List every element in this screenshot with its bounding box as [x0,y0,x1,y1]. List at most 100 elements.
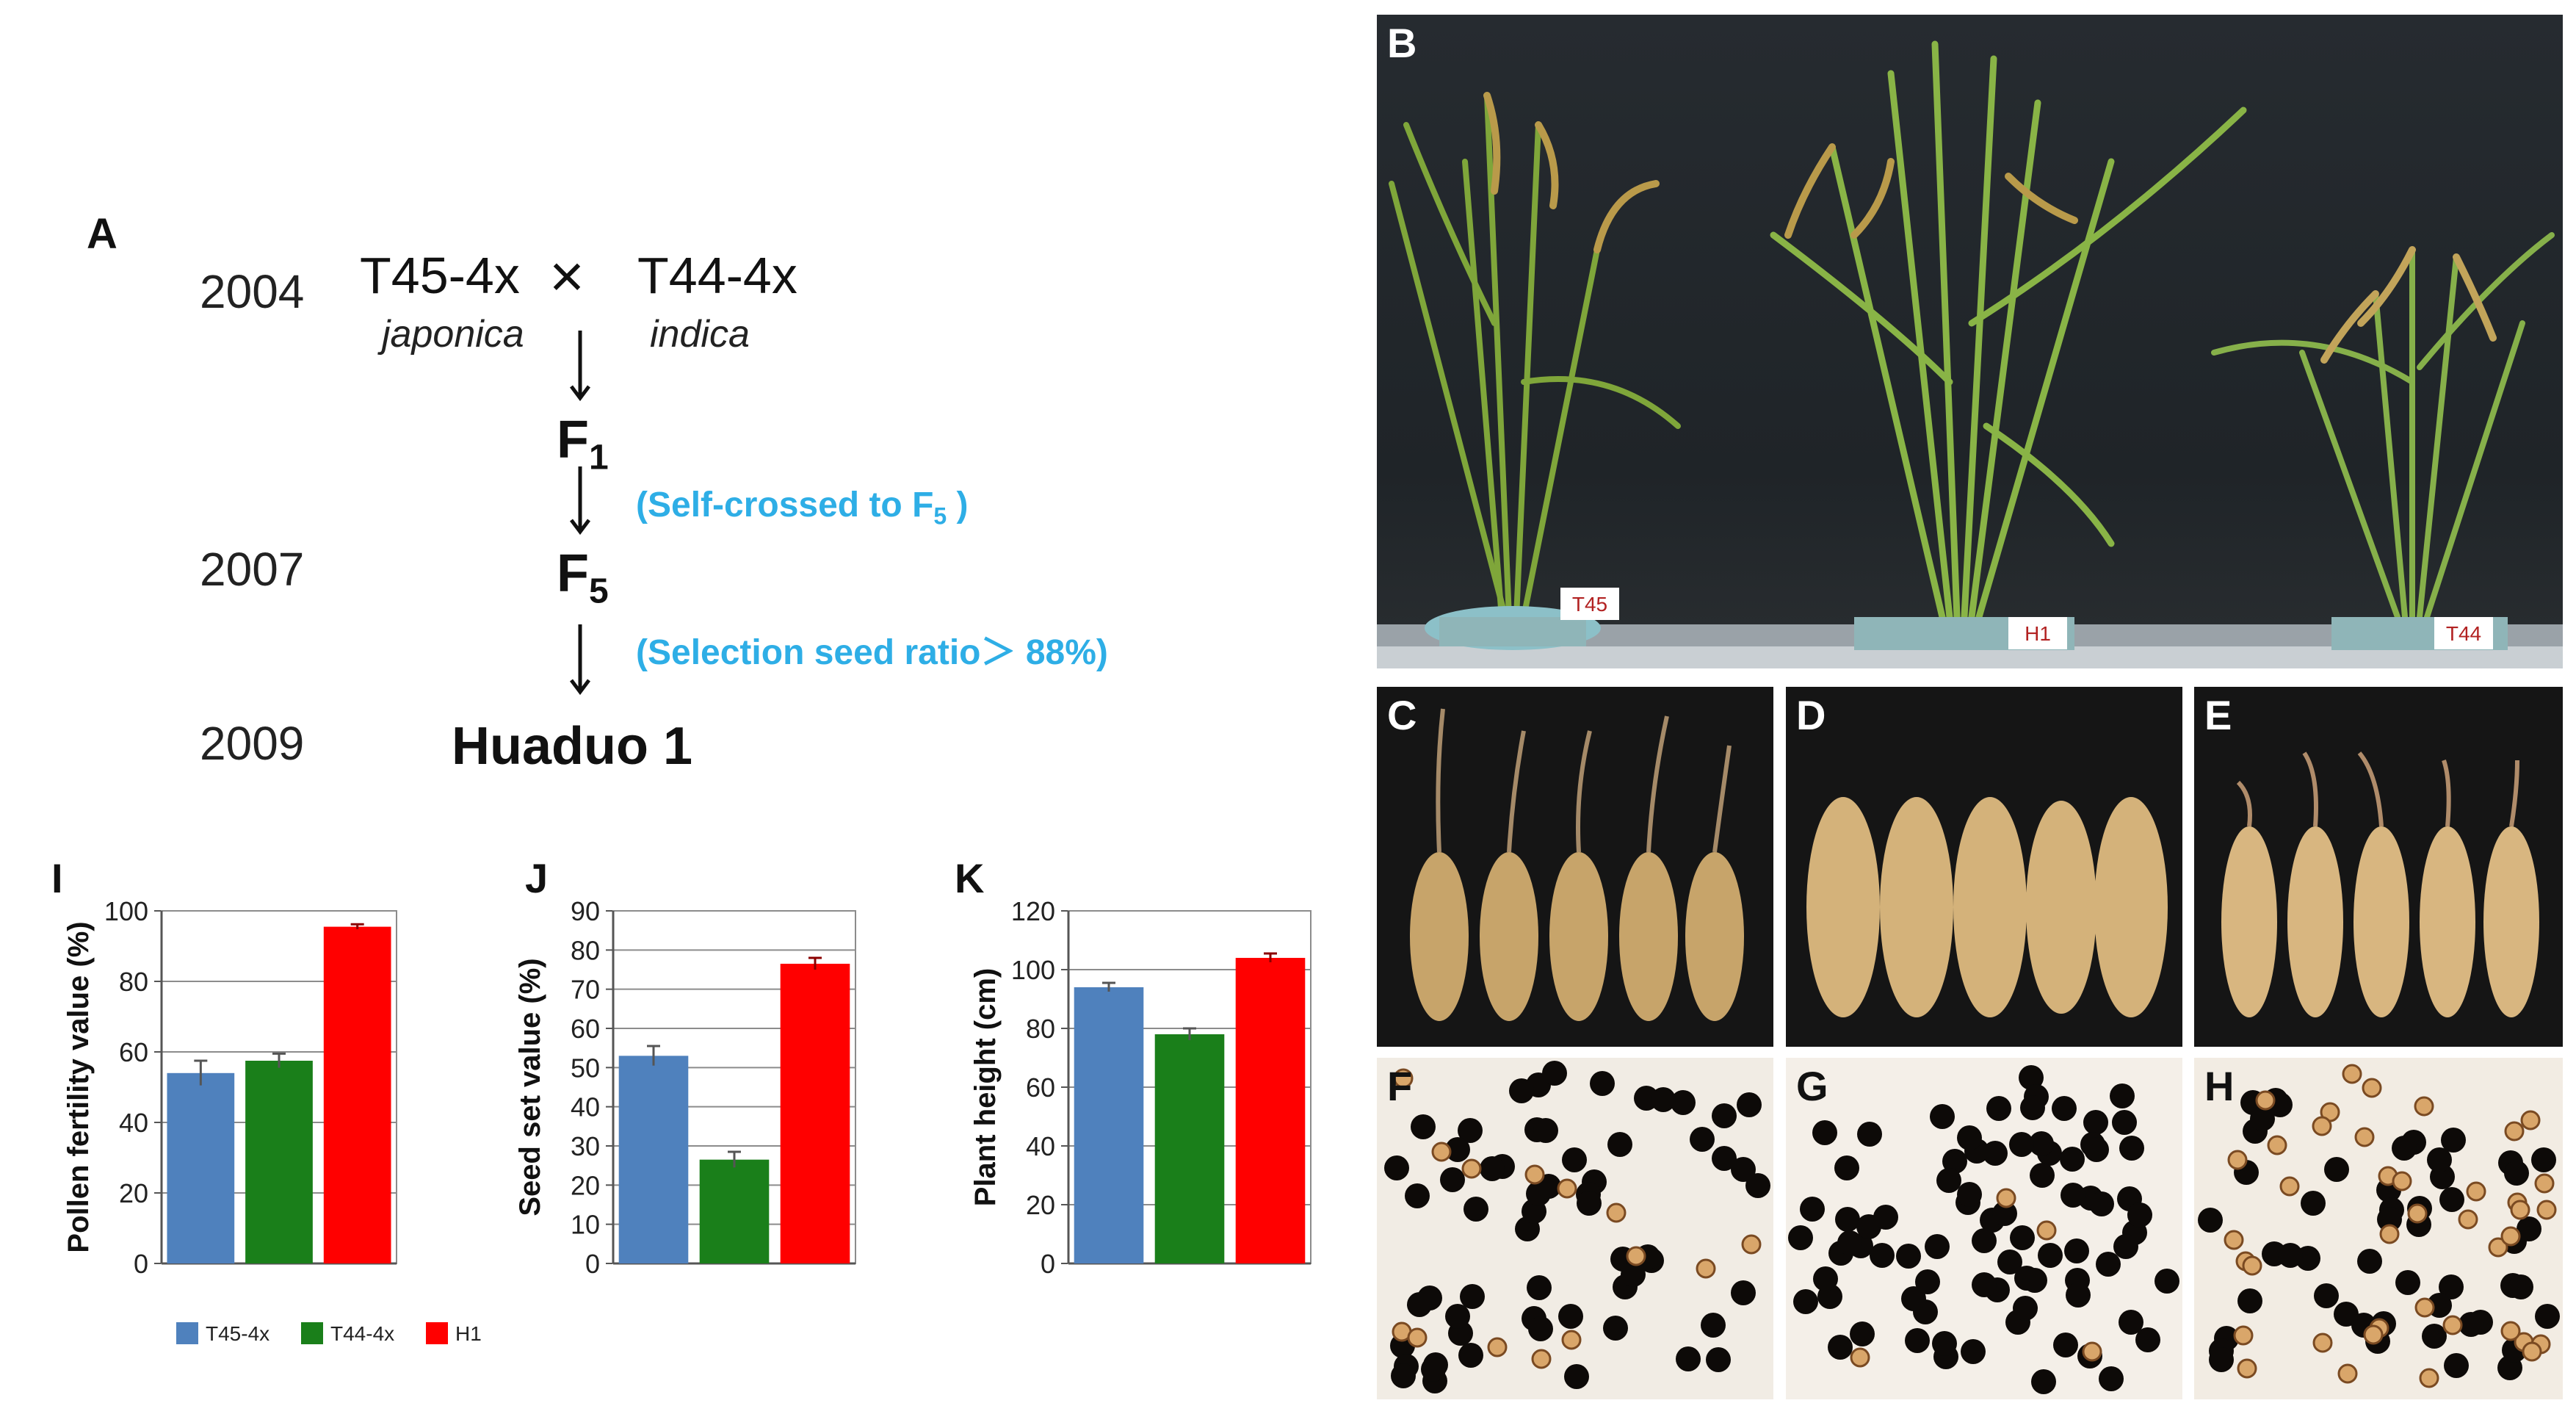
bar-h1 [1235,958,1306,1263]
stained-pollen-grain [1621,1262,1646,1287]
stained-pollen-grain [1992,1201,2017,1226]
panel-letter-i: I [51,855,63,901]
legend-label-t44-4x: T44-4x [330,1322,394,1345]
stained-pollen-grain [2459,1312,2483,1337]
stained-pollen-grain [2154,1269,2179,1294]
stained-pollen-grain [1957,1182,1982,1207]
y-tick-label: 100 [1011,955,1055,985]
unstained-pollen-grain [1696,1258,1716,1279]
stained-pollen-grain [1857,1122,1882,1147]
stained-pollen-grain [2278,1243,2303,1268]
stained-pollen-grain [2504,1161,2529,1186]
stained-pollen-grain [1445,1304,1470,1329]
unstained-pollen-grain [2466,1181,2486,1202]
stained-pollen-grain [2508,1274,2533,1299]
stained-pollen-grain [1542,1061,1567,1086]
y-tick-label: 120 [1011,896,1055,926]
parent-male: T44-4x [637,247,797,304]
bar-t45-4x [1074,987,1144,1263]
stained-pollen-grain [1458,1343,1483,1368]
unstained-pollen-grain [2362,1078,2382,1098]
bar-t44-4x [699,1159,770,1263]
year-2007: 2007 [200,543,305,596]
unstained-pollen-grain [2233,1325,2254,1346]
note-selection: (Selection seed ratio＞ 88%) [636,633,1108,672]
stained-pollen-grain [2198,1208,2223,1233]
stained-pollen-grain [1533,1118,1558,1143]
stained-pollen-grain [2301,1191,2326,1216]
photo-g-pollen-h1: G [1786,1058,2182,1399]
stained-pollen-grain [1731,1157,1756,1182]
stained-pollen-grain [1873,1205,1898,1230]
stained-pollen-grain [1440,1167,1465,1192]
stained-pollen-grain [2013,1296,2038,1321]
unstained-pollen-grain [2255,1090,2276,1111]
unstained-pollen-grain [2488,1237,2508,1258]
stained-pollen-grain [1930,1104,1955,1129]
stained-pollen-grain [1835,1207,1860,1232]
unstained-pollen-grain [2312,1116,2332,1136]
panel-letter-g: G [1796,1063,1828,1109]
y-tick-label: 40 [1026,1131,1055,1161]
y-tick-label: 100 [104,896,148,926]
unstained-pollen-grain [1431,1142,1452,1162]
unstained-pollen-grain [2520,1110,2541,1130]
stained-pollen-grain [1690,1127,1715,1152]
bar-h1 [323,926,391,1263]
y-axis-label: Seed set value (%) [514,958,546,1216]
legend-swatch-h1 [426,1322,448,1344]
stained-pollen-grain [2237,1288,2262,1313]
stained-pollen-grain [1961,1339,1986,1364]
pot-label-t45: T45 [1572,593,1607,616]
unstained-pollen-grain [1626,1246,1646,1266]
unstained-pollen-grain [2312,1333,2333,1353]
stained-pollen-grain [1837,1230,1862,1255]
unstained-pollen-grain [2036,1220,2057,1241]
unstained-pollen-grain [2379,1224,2400,1244]
stained-pollen-grain [2061,1183,2085,1208]
panel-letter-b: B [1387,20,1417,66]
stained-pollen-grain [2019,1065,2044,1090]
stained-pollen-grain [1527,1275,1552,1300]
stained-pollen-grain [1942,1149,1967,1174]
bar-t44-4x [245,1061,313,1263]
photo-d-grains-h1: D [1786,687,2182,1047]
stained-pollen-grain [2357,1249,2382,1274]
stained-pollen-grain [2422,1324,2447,1349]
pollen-f-illustration [1384,1061,1770,1393]
unstained-pollen-grain [2392,1171,2412,1191]
stained-pollen-grain [1509,1078,1534,1103]
unstained-pollen-grain [2442,1315,2463,1335]
stained-pollen-grain [1562,1147,1587,1172]
stained-pollen-grain [1607,1132,1632,1157]
y-tick-label: 70 [571,975,600,1005]
stained-pollen-grain [2535,1304,2560,1329]
unstained-pollen-grain [2407,1203,2428,1224]
stained-pollen-grain [1983,1141,2008,1166]
year-2004: 2004 [200,265,305,318]
y-tick-label: 0 [1041,1249,1055,1279]
y-tick-label: 10 [571,1210,600,1240]
unstained-pollen-grain [1850,1347,1870,1368]
y-axis-label: Pollen fertility value (%) [62,921,95,1252]
stained-pollen-grain [2099,1366,2124,1391]
legend-swatch-t44-4x [301,1322,323,1344]
unstained-pollen-grain [1461,1158,1482,1179]
stained-pollen-grain [1972,1228,1997,1253]
y-tick-label: 20 [1026,1190,1055,1220]
unstained-pollen-grain [2414,1297,2435,1318]
stained-pollen-grain [2135,1327,2160,1352]
photo-c-grains-t45: C [1377,687,1773,1047]
stained-pollen-grain [1712,1103,1737,1128]
stained-pollen-grain [1706,1347,1731,1372]
stained-pollen-grain [1972,1272,1997,1297]
stained-pollen-grain [1590,1071,1615,1096]
grains-e-illustration [2221,751,2539,1017]
stained-pollen-grain [1936,1168,1961,1193]
stained-pollen-grain [2052,1096,2077,1121]
y-tick-label: 0 [585,1249,600,1279]
unstained-pollen-grain [2337,1363,2358,1384]
unstained-pollen-grain [2500,1226,2521,1247]
y-tick-label: 40 [119,1108,148,1138]
parent-female: T45-4x [360,247,520,304]
